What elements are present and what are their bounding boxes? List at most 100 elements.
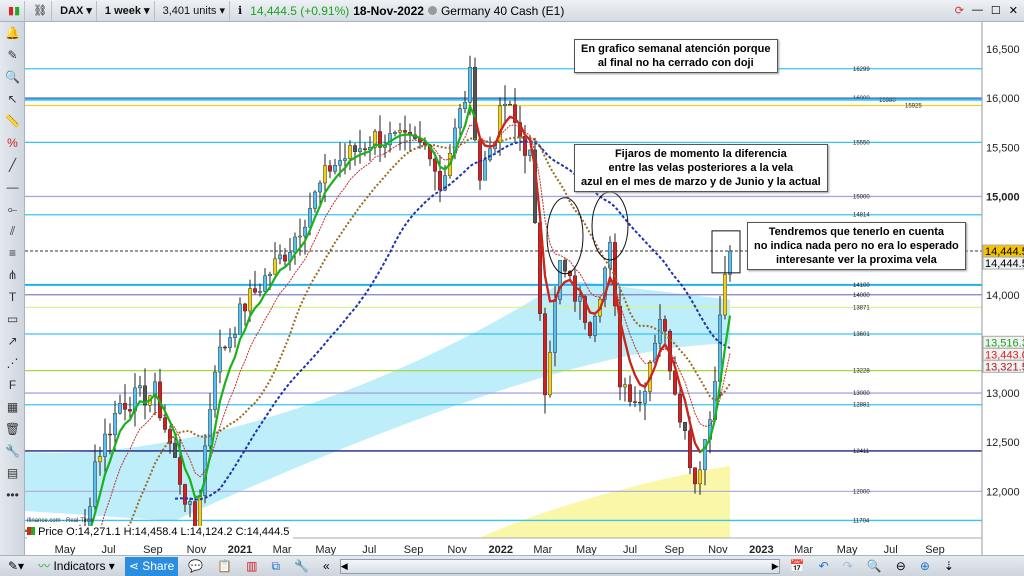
- candle-body: [613, 242, 618, 307]
- candle-body: [167, 429, 172, 444]
- indicators-button[interactable]: 〰 Indicators ▾: [38, 559, 115, 573]
- candle-body: [283, 254, 288, 262]
- price-chart[interactable]: 1629916000159801592515550150001481414100…: [25, 22, 1024, 555]
- share-button[interactable]: ⋖ Share: [124, 556, 179, 576]
- candle-body: [107, 433, 112, 436]
- level-label: 15980: [879, 98, 896, 104]
- zoom-out-icon[interactable]: ⊖: [895, 559, 906, 573]
- candle-body: [393, 132, 398, 134]
- refresh-icon[interactable]: ⟳: [954, 5, 964, 17]
- redo-icon[interactable]: ↷: [842, 559, 853, 573]
- pencil-icon[interactable]: ✎: [7, 48, 18, 62]
- fib-extension-icon[interactable]: F: [8, 378, 17, 392]
- annotation-note-3[interactable]: Tendremos que tenerlo en cuenta no indic…: [747, 222, 966, 270]
- time-tick-label: 2022: [488, 544, 512, 555]
- line-icon[interactable]: ╱: [8, 158, 17, 172]
- interval-dropdown[interactable]: 1 week ▾: [101, 0, 155, 21]
- annotation-note-2[interactable]: Fijaros de momento la diferencia entre l…: [574, 144, 828, 192]
- candle-body: [463, 102, 468, 109]
- ma-slow-line: [25, 123, 731, 532]
- channel-icon[interactable]: ⫽: [9, 224, 16, 238]
- layers-icon[interactable]: ▤: [6, 466, 19, 480]
- ray-icon[interactable]: ⟜: [7, 202, 18, 216]
- candle-body: [303, 227, 308, 237]
- info-icon[interactable]: ℹ: [237, 5, 243, 17]
- more-icon[interactable]: •••: [6, 488, 19, 502]
- symbol-dropdown[interactable]: DAX ▾: [56, 0, 97, 21]
- time-tick-label: Sep: [925, 544, 945, 555]
- chart-canvas[interactable]: 1629916000159801592515550150001481414100…: [25, 22, 1024, 555]
- scroll-left-icon[interactable]: «: [323, 559, 330, 573]
- candle-body: [548, 352, 553, 396]
- candle-body: [272, 258, 277, 275]
- tools-icon[interactable]: 🔧: [5, 444, 20, 458]
- level-label: 13000: [853, 391, 870, 397]
- candle-body: [117, 402, 122, 414]
- candle-body: [728, 250, 733, 275]
- level-label: 13228: [853, 369, 870, 375]
- candle-body: [513, 104, 518, 123]
- layout-icon[interactable]: ⇣: [943, 559, 954, 573]
- minimize-button[interactable]: —: [971, 4, 983, 16]
- candle-body: [628, 384, 633, 402]
- link-icon[interactable]: ⛓: [29, 0, 53, 21]
- trash-icon[interactable]: 🗑: [4, 422, 21, 436]
- units-dropdown[interactable]: 3,401 units ▾: [159, 0, 230, 21]
- candle-body: [252, 288, 257, 293]
- close-button[interactable]: ✕: [1008, 5, 1018, 17]
- ma-200-line: [174, 140, 731, 501]
- candle-body: [458, 108, 463, 129]
- undo-icon[interactable]: ↶: [818, 559, 829, 573]
- time-tick-label: Nov: [447, 544, 467, 555]
- time-tick-label: Jul: [884, 544, 898, 555]
- text-icon[interactable]: T: [8, 290, 17, 304]
- candle-body: [333, 165, 338, 172]
- draw-tools-icon[interactable]: ✎▾: [8, 559, 25, 573]
- percent-icon[interactable]: %: [7, 136, 18, 150]
- candle-body: [328, 165, 333, 172]
- gann-icon[interactable]: ▦: [6, 400, 19, 414]
- chat-icon[interactable]: 💬: [188, 559, 204, 573]
- fan-icon[interactable]: ⋰: [6, 356, 19, 370]
- zoom-fit-icon[interactable]: 🔍: [866, 559, 882, 573]
- shapes-icon[interactable]: ▭: [6, 312, 19, 326]
- level-label: 14000: [853, 293, 870, 299]
- zoom-in-icon[interactable]: ⊕: [919, 559, 930, 573]
- candle-body: [398, 130, 403, 133]
- scrollbar[interactable]: ◀ ▶: [339, 558, 780, 574]
- bottom-toolbar: ✎▾ 〰 Indicators ▾ ⋖ Share 💬 📋 ▥ ⧉ 🔧 « ◀ ▶…: [0, 555, 1024, 576]
- candle-body: [678, 394, 683, 423]
- fib-icon[interactable]: ≡: [8, 246, 16, 260]
- candle-body: [222, 346, 227, 349]
- bars-icon[interactable]: ▥: [246, 559, 258, 573]
- candle-body: [338, 160, 343, 166]
- candlestick-icon[interactable]: ▮ ▮: [4, 0, 26, 21]
- bell-icon[interactable]: 🔔: [5, 26, 20, 40]
- horizontal-line-icon[interactable]: —: [6, 180, 19, 194]
- settings-icon[interactable]: 🔧: [294, 559, 310, 573]
- candle-body: [127, 409, 132, 412]
- units: 3,401 units: [162, 4, 217, 17]
- candle-body: [137, 385, 142, 389]
- drawing-toolbar: 🔔 ✎ 🔍 ↖ 📏 % ╱ — ⟜ ⫽ ≡ ⋔ T ▭ ↗ ⋰ F ▦ 🗑 🔧 …: [0, 22, 25, 555]
- cursor-icon[interactable]: ↖: [7, 92, 18, 106]
- candle-body: [508, 103, 513, 106]
- time-tick-label: Jul: [102, 544, 116, 555]
- candle-body: [257, 291, 262, 293]
- price-tick-label: 16,500: [986, 44, 1020, 56]
- price-tick-label: 16,000: [986, 93, 1020, 105]
- annotation-note-1[interactable]: En grafico semanal atención porque al fi…: [574, 39, 778, 73]
- ruler-icon[interactable]: 📏: [5, 114, 20, 128]
- candle-body: [318, 182, 323, 193]
- compare-icon[interactable]: ⧉: [271, 559, 281, 573]
- arrow-icon[interactable]: ↗: [7, 334, 18, 348]
- candle-body: [207, 409, 212, 447]
- level-label: 16299: [853, 67, 870, 73]
- pitchfork-icon[interactable]: ⋔: [7, 268, 18, 282]
- maximize-button[interactable]: ☐: [990, 5, 1001, 17]
- calendar-icon[interactable]: 📅: [789, 559, 805, 573]
- candle-body: [172, 443, 177, 458]
- report-icon[interactable]: 📋: [217, 559, 233, 573]
- candle-body: [443, 175, 448, 191]
- zoom-icon[interactable]: 🔍: [5, 70, 20, 84]
